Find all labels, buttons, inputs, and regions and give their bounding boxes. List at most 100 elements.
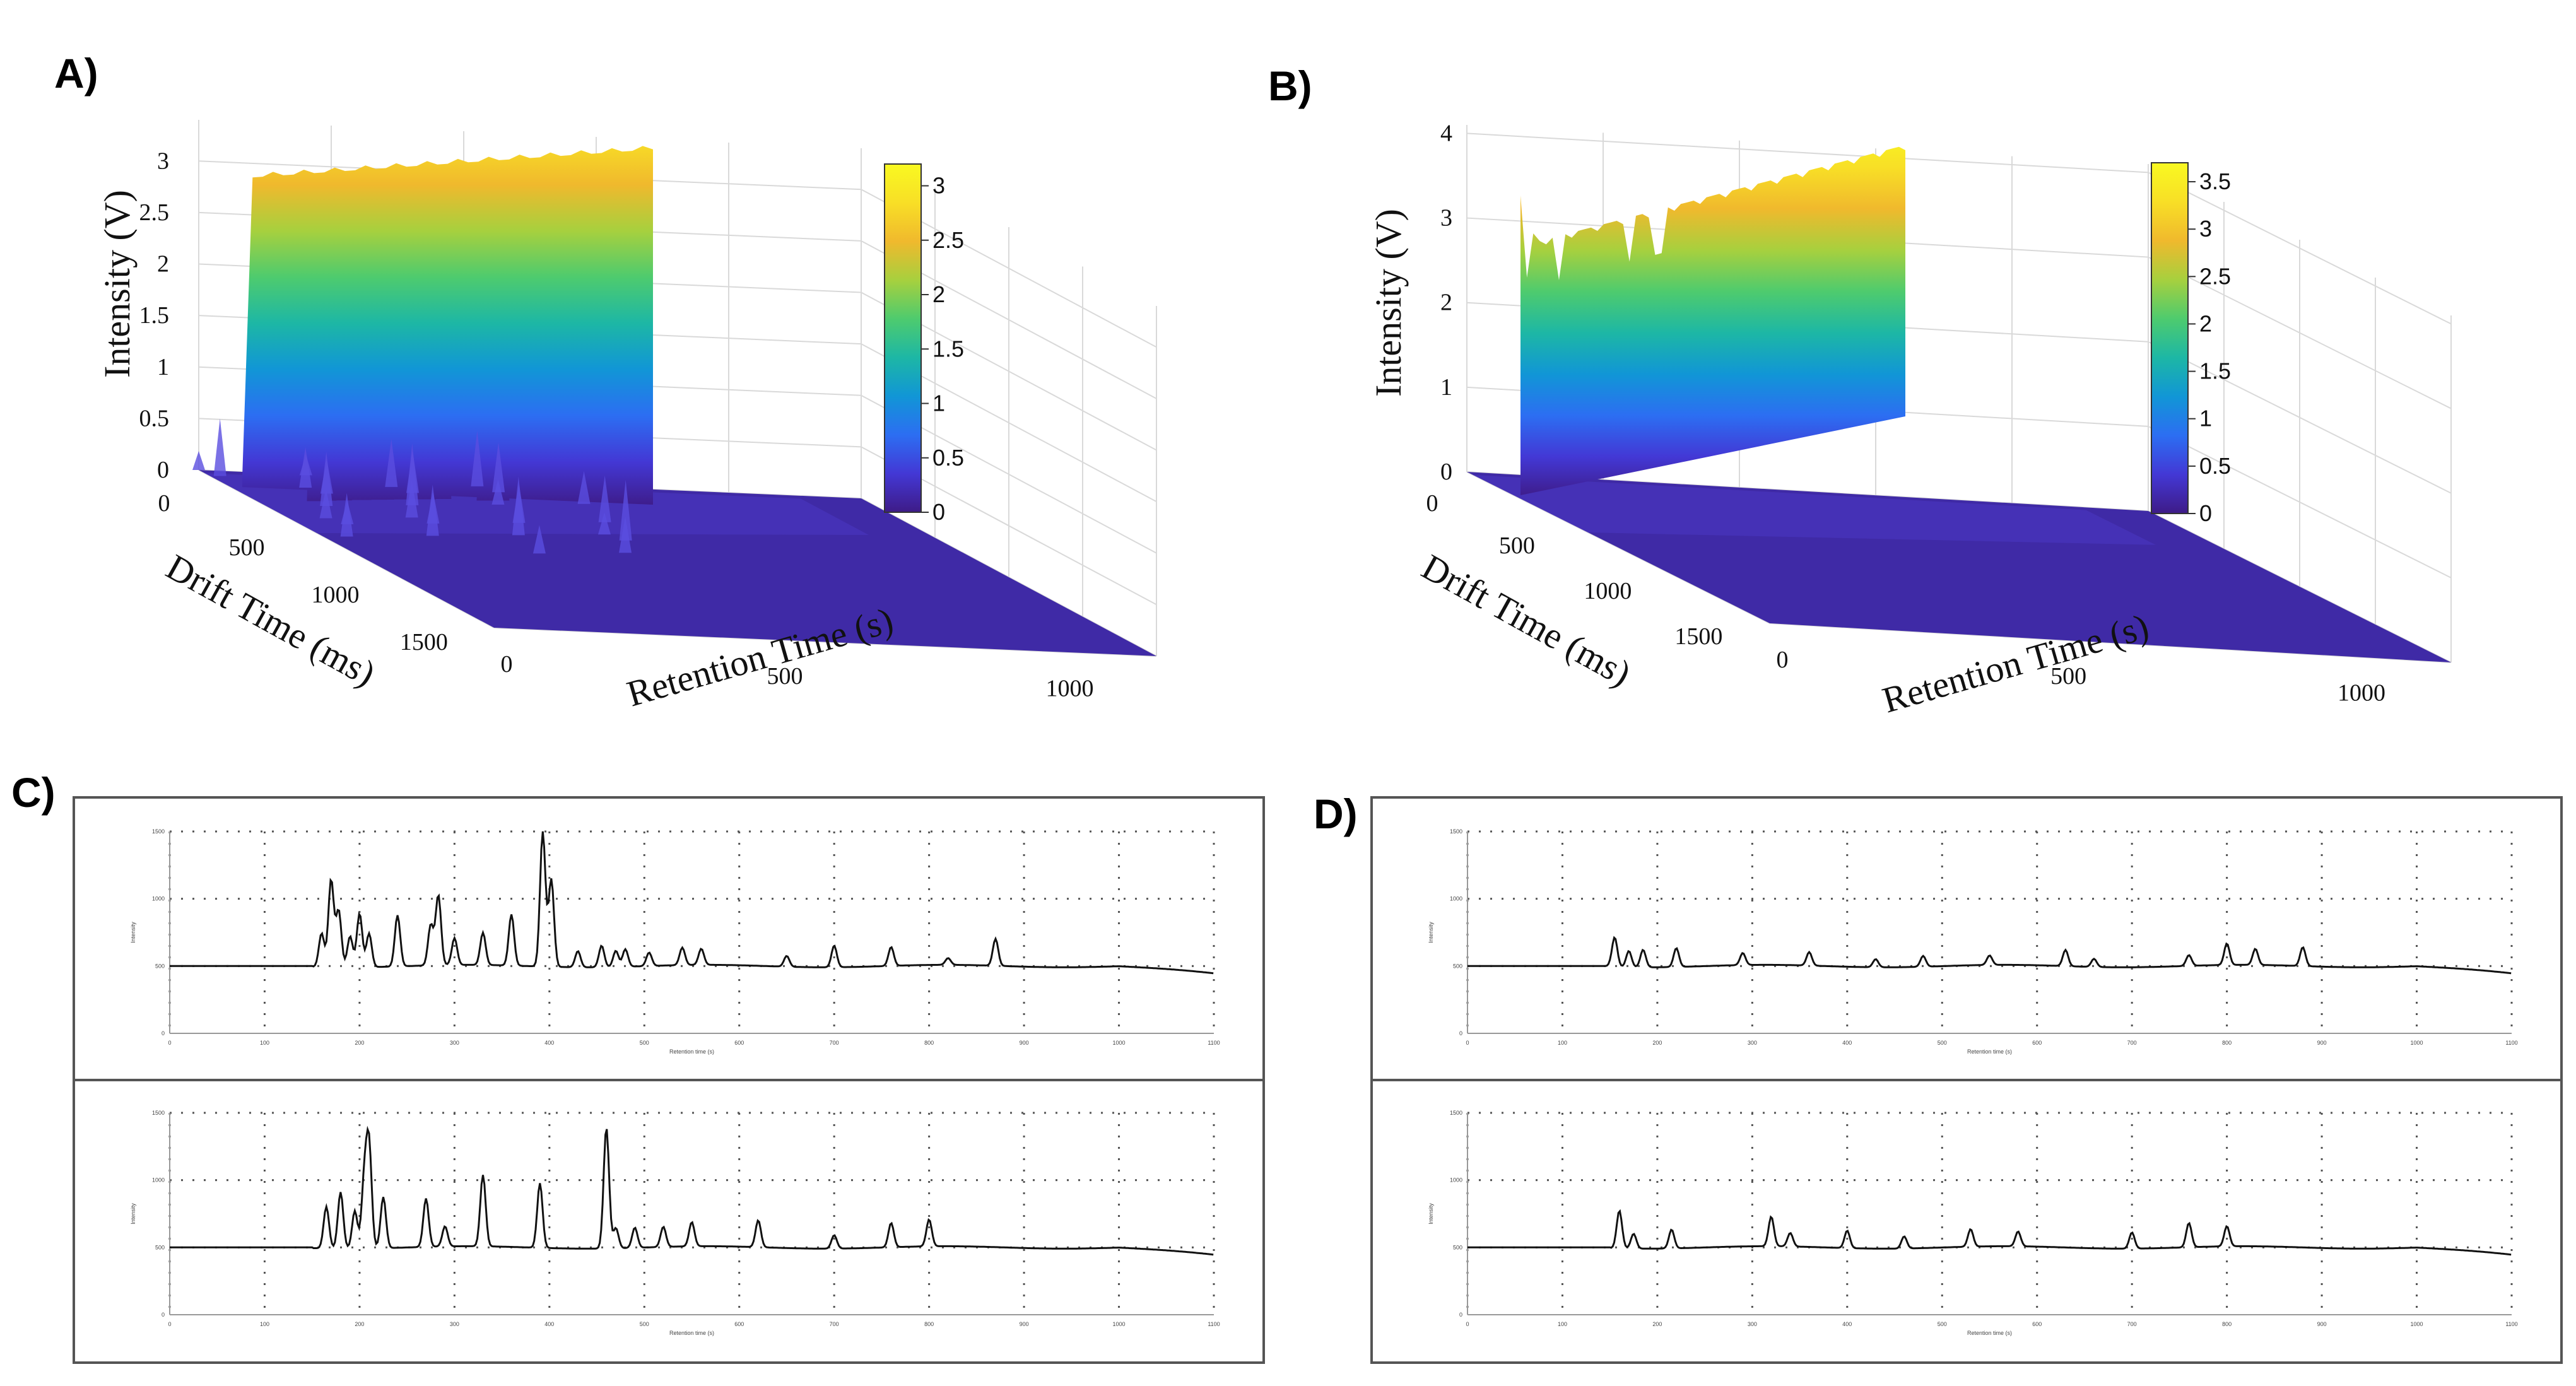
grid-dot	[2081, 1179, 2083, 1182]
grid-dot	[1876, 830, 1878, 833]
grid-dot	[1888, 830, 1890, 833]
y-tick-label: 1500	[1450, 1110, 1462, 1116]
grid-dot	[1479, 898, 1481, 900]
grid-dot	[1561, 922, 1563, 924]
colorbar-tick-label: 0.5	[932, 445, 964, 471]
grid-dot	[643, 922, 645, 924]
grid-dot	[442, 965, 444, 967]
grid-dot	[658, 1112, 660, 1114]
grid-dot	[1656, 990, 1659, 992]
grid-dot	[2510, 1136, 2513, 1137]
grid-dot	[453, 1013, 456, 1015]
grid-dot	[833, 1238, 835, 1240]
grid-dot	[2387, 898, 2389, 900]
grid-dot	[647, 965, 649, 967]
grid-dot	[431, 898, 433, 900]
grid-dot	[2478, 898, 2480, 900]
grid-dot	[635, 1179, 637, 1182]
grid-dot	[738, 934, 741, 936]
grid-dot	[1213, 866, 1215, 867]
grid-dot	[533, 898, 535, 900]
grid-dot	[1751, 1170, 1753, 1172]
grid-dot	[204, 830, 206, 833]
colorbar-tick-label: 1	[932, 391, 945, 416]
grid-dot	[2226, 1272, 2228, 1274]
surface-ridge	[1520, 146, 1905, 495]
grid-dot	[2001, 898, 2003, 900]
grid-dot	[358, 1260, 361, 1262]
grid-dot	[647, 898, 649, 900]
grid-dot	[928, 1181, 931, 1183]
grid-dot	[263, 877, 266, 879]
grid-dot	[2421, 1112, 2423, 1114]
grid-dot	[548, 831, 551, 833]
grid-dot	[249, 898, 251, 900]
grid-dot	[2320, 843, 2323, 845]
grid-dot	[2262, 1246, 2264, 1248]
grid-dot	[1561, 900, 1563, 901]
grid-dot	[1774, 898, 1776, 900]
grid-dot	[1581, 898, 1583, 900]
grid-dot	[2092, 898, 2094, 900]
grid-dot	[692, 830, 694, 833]
grid-dot	[249, 1179, 251, 1182]
grid-dot	[1023, 1306, 1025, 1308]
grid-dot	[2036, 900, 2038, 901]
grid-dot	[1990, 830, 1992, 833]
grid-dot	[643, 1272, 645, 1274]
grid-dot	[2455, 898, 2457, 900]
x-tick-label: 300	[450, 1321, 459, 1327]
z-tick-label: 2	[157, 251, 169, 278]
grid-dot	[726, 1179, 728, 1182]
grid-dot	[1751, 1179, 1753, 1182]
grid-dot	[1213, 1238, 1215, 1240]
grid-dot	[1213, 1306, 1215, 1308]
grid-dot	[1561, 1170, 1563, 1172]
grid-dot	[192, 830, 194, 833]
grid-dot	[2194, 1246, 2196, 1248]
grid-dot	[1561, 1306, 1563, 1308]
grid-dot	[548, 922, 551, 924]
grid-dot	[1118, 1283, 1120, 1285]
grid-dot	[249, 1112, 251, 1114]
grid-dot	[1751, 1260, 1753, 1262]
grid-dot	[1865, 1179, 1867, 1182]
grid-dot	[2510, 1170, 2513, 1172]
grid-dot	[1941, 990, 1943, 992]
grid-dot	[2399, 898, 2401, 900]
grid-dot	[1967, 1246, 1969, 1248]
grid-dot	[408, 830, 410, 833]
grid-dot	[928, 888, 931, 890]
surface-bump	[192, 451, 205, 470]
grid-dot	[548, 934, 551, 936]
grid-dot	[2320, 1283, 2323, 1285]
grid-dot	[1751, 968, 1753, 970]
z-tick-label: 4	[1440, 120, 1452, 146]
chromatogram-panel-c: 0 100 200 300 400 500 600 700 800 900 1000 1100 0 500…	[73, 796, 1265, 1364]
grid-dot	[510, 898, 512, 900]
grid-dot	[548, 1283, 551, 1285]
grid-dot	[488, 965, 490, 967]
grid-dot	[833, 1249, 835, 1251]
grid-dot	[1626, 965, 1628, 967]
grid-dot	[465, 898, 467, 900]
grid-dot	[2376, 898, 2378, 900]
colorbar-tick-label: 2.5	[2199, 263, 2231, 289]
grid-dot	[548, 1249, 551, 1251]
grid-dot	[238, 1112, 240, 1114]
grid-dot	[2308, 965, 2310, 967]
grid-dot	[358, 1181, 361, 1183]
grid-dot	[358, 900, 361, 901]
grid-dot	[1656, 1204, 1659, 1206]
grid-dot	[1941, 911, 1943, 913]
grid-dot	[1213, 1204, 1215, 1206]
grid-dot	[2320, 1002, 2323, 1004]
grid-dot	[1023, 1002, 1025, 1004]
grid-dot	[635, 898, 637, 900]
grid-dot	[2416, 956, 2418, 958]
grid-dot	[1656, 1272, 1659, 1274]
grid-dot	[363, 898, 365, 900]
grid-dot	[919, 1179, 921, 1182]
surface-bump	[471, 430, 484, 486]
grid-dot	[1846, 1260, 1849, 1262]
